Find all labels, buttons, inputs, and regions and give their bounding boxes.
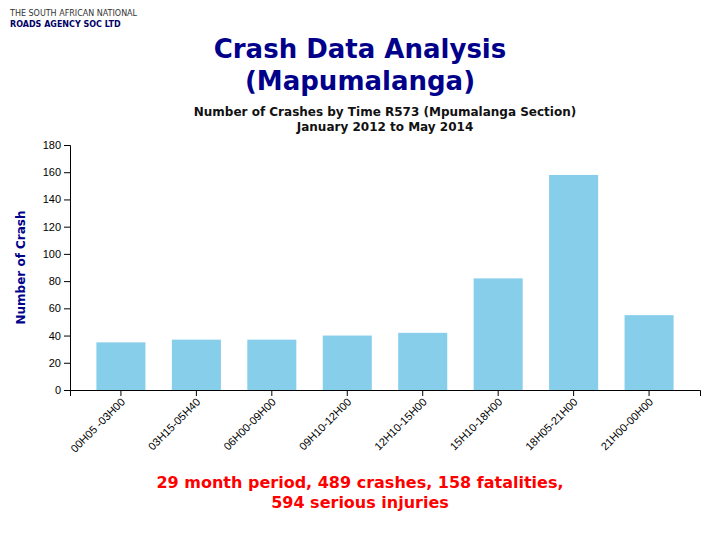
x-tick: 00H05 -03H00 [68, 390, 127, 455]
y-tick: 40 [49, 330, 70, 342]
chart: THE SOUTH AFRICAN NATIONAL ROADS AGENCY S… [0, 0, 720, 540]
main-title: (Mapumalanga) [245, 66, 475, 96]
bar [96, 342, 145, 390]
x-tick-label: 15H10-18H00 [447, 396, 504, 453]
y-tick: 0 [55, 384, 70, 396]
bar [323, 336, 372, 390]
bar [625, 315, 674, 390]
y-tick-mark [64, 336, 70, 337]
plot: 0 20 40 60 80 100 120 140 160 180 00H05 -03H00 03H1… [14, 139, 701, 455]
y-tick-mark [64, 172, 70, 173]
x-tick-mark [573, 390, 574, 396]
x-tick-mark [196, 390, 197, 396]
y-tick-label: 120 [43, 221, 61, 233]
chart-title: Number of Crashes by Time R573 (Mpumalan… [194, 105, 577, 134]
y-tick-label: 20 [49, 357, 61, 369]
footer-line: 29 month period, 489 crashes, 158 fatali… [156, 473, 563, 492]
x-tick-mark [498, 390, 499, 396]
y-tick: 80 [49, 275, 70, 287]
y-tick: 60 [49, 302, 70, 314]
y-label: Number of Crash [14, 210, 28, 324]
x-tick-mark [422, 390, 423, 396]
y-tick: 100 [43, 248, 70, 260]
logo-text-line: ROADS AGENCY SOC LTD [10, 20, 121, 29]
x-tick-label: 03H15-05H40 [146, 396, 203, 453]
y-tick: 20 [49, 357, 70, 369]
chart-title-line: Number of Crashes by Time R573 (Mpumalan… [194, 105, 577, 119]
x-tick-mark [120, 390, 121, 396]
x-tick: 12H10-15H00 [372, 390, 429, 452]
x-tick: 09H10-12H00 [297, 390, 354, 452]
footer: 29 month period, 489 crashes, 158 fatali… [156, 473, 563, 512]
x-tick: 06H00-09H00 [221, 390, 278, 452]
x-tick: 18H05-21H00 [523, 390, 580, 452]
y-tick-mark [64, 254, 70, 255]
main-title-line: Crash Data Analysis [214, 34, 507, 64]
y-tick-label: 40 [49, 330, 61, 342]
y-tick-mark [64, 390, 70, 391]
x-tick: 15H10-18H00 [447, 390, 504, 452]
main-title-line: (Mapumalanga) [245, 66, 475, 96]
y-tick-label: 180 [43, 139, 61, 151]
y-tick-label: 80 [49, 275, 61, 287]
x-tick-label: 21H00-00H00 [598, 396, 655, 453]
y-tick-mark [64, 363, 70, 364]
y-tick: 160 [43, 166, 70, 178]
bar [398, 333, 447, 390]
x-tick-label: 18H05-21H00 [523, 396, 580, 453]
y-axis: 0 20 40 60 80 100 120 140 160 180 [43, 139, 71, 396]
bar [474, 278, 523, 390]
x-axis-line [71, 391, 701, 397]
x-tick-mark [649, 390, 650, 396]
x-tick-label: 12H10-15H00 [372, 396, 429, 453]
logo-text-line: THE SOUTH AFRICAN NATIONAL [9, 9, 138, 18]
main-title: Crash Data Analysis [214, 34, 507, 64]
footer-line: 594 serious injuries [271, 493, 449, 512]
chart-title-line: January 2012 to May 2014 [296, 120, 473, 134]
x-tick: 03H15-05H40 [146, 390, 203, 452]
y-tick-label: 60 [49, 302, 61, 314]
x-tick-label: 06H00-09H00 [221, 396, 278, 453]
y-tick-mark [64, 199, 70, 200]
x-tick-label: 00H05 -03H00 [68, 396, 127, 455]
x-tick-label: 09H10-12H00 [297, 396, 354, 453]
x-axis: 00H05 -03H00 03H15-05H40 06H00-09H00 09H10-… [68, 390, 700, 455]
y-axis-line [64, 146, 71, 391]
logo-text: ROADS AGENCY SOC LTD [10, 20, 121, 29]
bars [96, 175, 673, 390]
y-tick: 120 [43, 221, 70, 233]
y-tick: 140 [43, 193, 70, 205]
x-tick: 21H00-00H00 [598, 390, 655, 452]
y-tick-mark [64, 308, 70, 309]
y-tick-label: 160 [43, 166, 61, 178]
y-tick-label: 0 [55, 384, 61, 396]
y-tick-label: 140 [43, 193, 61, 205]
bar [172, 340, 221, 390]
y-tick-mark [64, 281, 70, 282]
x-tick-mark [271, 390, 272, 396]
y-tick-mark [64, 227, 70, 228]
logo-text: THE SOUTH AFRICAN NATIONAL [9, 9, 138, 18]
y-tick: 180 [43, 139, 70, 151]
y-tick-mark [64, 145, 70, 146]
bar [549, 175, 598, 390]
x-tick-mark [347, 390, 348, 396]
y-tick-label: 100 [43, 248, 61, 260]
bar [247, 340, 296, 390]
